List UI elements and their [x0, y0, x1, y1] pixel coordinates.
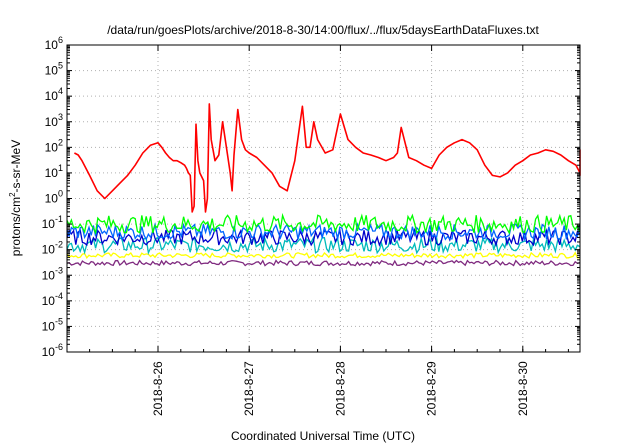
y-tick-exp: -1: [55, 214, 63, 224]
y-tick-label: 104: [45, 86, 63, 103]
y-tick-exp: 3: [58, 112, 63, 122]
x-tick-label: 2018-8-28: [333, 361, 347, 416]
y-tick-exp: 4: [58, 86, 63, 96]
y-tick-exp: -3: [55, 265, 63, 275]
y-axis: 10-610-510-410-310-210-11001011021031041…: [42, 35, 580, 359]
y-tick-label: 10-6: [42, 342, 63, 359]
y-tick-label: 102: [45, 137, 63, 154]
y-tick-label: 10-2: [42, 240, 63, 257]
y-tick-base: 10: [45, 89, 59, 103]
y-tick-exp: 1: [58, 163, 63, 173]
y-axis-label-base: protons/cm: [9, 197, 23, 256]
y-tick-base: 10: [42, 268, 56, 282]
y-tick-exp: 0: [58, 189, 63, 199]
y-tick-exp: -2: [55, 240, 63, 250]
y-axis-label: protons/cm2-s-sr-MeV: [8, 140, 23, 256]
y-tick-base: 10: [42, 294, 56, 308]
y-tick-exp: 5: [58, 61, 63, 71]
y-axis-label-sup: 2: [8, 192, 17, 197]
y-tick-base: 10: [45, 115, 59, 129]
y-tick-exp: -4: [55, 291, 63, 301]
y-tick-label: 100: [45, 189, 63, 206]
flux-series-line: [74, 103, 581, 213]
x-tick-label: 2018-8-27: [242, 361, 256, 416]
x-tick-label: 2018-8-29: [425, 361, 439, 416]
y-tick-base: 10: [42, 345, 56, 359]
y-axis-label-rest: -s-sr-MeV: [9, 140, 23, 193]
y-tick-exp: 2: [58, 137, 63, 147]
flux-series-line: [66, 251, 580, 259]
y-tick-exp: -6: [55, 342, 63, 352]
y-tick-exp: 6: [58, 35, 63, 45]
grid-lines: [67, 45, 580, 352]
y-tick-label: 10-5: [42, 316, 63, 333]
y-tick-label: 105: [45, 61, 63, 78]
y-tick-base: 10: [42, 243, 56, 257]
y-tick-base: 10: [45, 38, 59, 52]
flux-series-line: [66, 235, 580, 256]
y-tick-label: 10-3: [42, 265, 63, 282]
y-tick-base: 10: [42, 217, 56, 231]
y-tick-label: 103: [45, 112, 63, 129]
y-tick-base: 10: [45, 140, 59, 154]
y-tick-label: 10-4: [42, 291, 63, 308]
y-tick-label: 101: [45, 163, 63, 180]
series-layer: [66, 103, 581, 267]
x-tick-label: 2018-8-26: [151, 361, 165, 416]
y-tick-base: 10: [45, 166, 59, 180]
y-tick-base: 10: [42, 319, 56, 333]
y-tick-base: 10: [45, 64, 59, 78]
y-tick-label: 106: [45, 35, 63, 52]
chart-title: /data/run/goesPlots/archive/2018-8-30/14…: [107, 23, 539, 37]
flux-series-line: [66, 259, 580, 267]
x-axis: 2018-8-26 2018-8-27 2018-8-28 2018-8-29 2018…: [89, 45, 569, 416]
flux-series-line: [66, 212, 581, 235]
y-tick-exp: -5: [55, 316, 63, 326]
x-axis-label: Coordinated Universal Time (UTC): [231, 429, 415, 443]
y-tick-label: 10-1: [42, 214, 63, 231]
y-tick-base: 10: [45, 192, 59, 206]
x-tick-label: 2018-8-30: [516, 361, 530, 416]
